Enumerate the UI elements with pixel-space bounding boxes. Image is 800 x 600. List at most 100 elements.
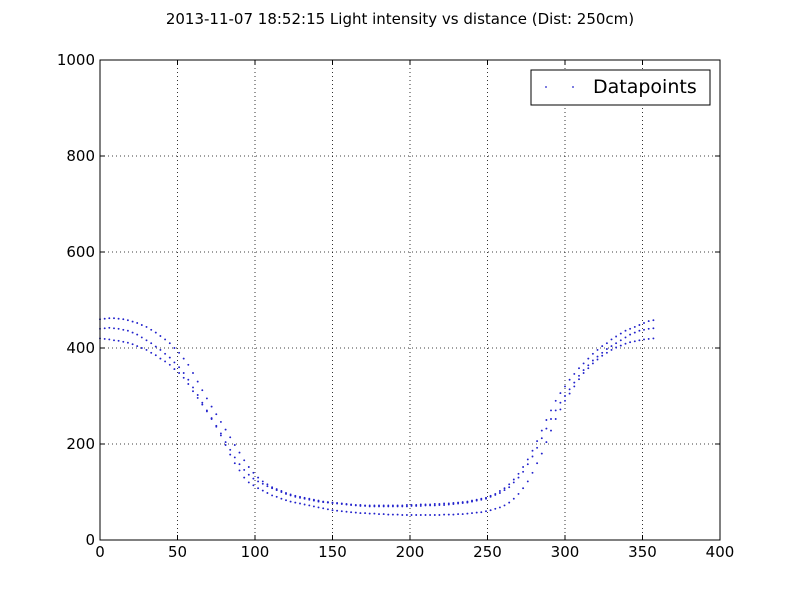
data-point: [312, 498, 315, 501]
data-point: [410, 514, 413, 516]
data-point: [550, 418, 552, 420]
data-point: [568, 388, 571, 391]
x-tick-label: 300: [551, 543, 580, 561]
x-tick-label: 150: [318, 543, 347, 561]
data-point: [573, 381, 576, 384]
data-point: [126, 329, 129, 332]
data-point: [517, 492, 520, 495]
data-point: [359, 512, 362, 515]
data-point: [424, 503, 427, 506]
data-point: [308, 504, 311, 507]
data-point: [229, 448, 232, 451]
data-point: [522, 487, 525, 490]
data-point: [294, 501, 297, 504]
data-point: [615, 335, 618, 338]
data-point: [219, 420, 222, 423]
data-point: [378, 504, 380, 507]
data-point: [624, 342, 627, 345]
data-point: [196, 394, 199, 396]
data-point: [391, 513, 394, 516]
data-point: [461, 513, 464, 516]
data-point: [647, 320, 650, 323]
data-point: [596, 358, 599, 361]
data-point: [173, 347, 176, 349]
data-point: [192, 390, 194, 393]
data-point: [257, 480, 260, 483]
data-point: [559, 408, 562, 411]
data-point: [443, 513, 446, 516]
data-point: [159, 348, 162, 351]
data-point: [419, 514, 422, 516]
data-point: [178, 351, 181, 354]
data-point: [299, 495, 301, 498]
data-point: [601, 351, 604, 354]
data-point: [126, 319, 129, 322]
data-point: [285, 492, 287, 494]
data-point: [443, 502, 446, 505]
data-point: [280, 497, 283, 500]
data-point: [145, 339, 148, 342]
data-point: [233, 456, 236, 459]
data-point: [140, 347, 143, 349]
data-point: [150, 328, 153, 331]
data-point: [443, 504, 446, 506]
data-point: [382, 513, 385, 516]
data-point: [610, 348, 613, 351]
data-point: [452, 513, 455, 516]
data-point: [201, 401, 204, 404]
data-point: [164, 360, 167, 363]
data-point: [471, 512, 473, 515]
data-point: [340, 502, 343, 505]
data-point: [447, 513, 450, 516]
data-point: [117, 327, 120, 330]
data-point: [336, 502, 339, 504]
x-tick-label: 50: [168, 543, 187, 561]
data-point: [615, 346, 618, 349]
data-point: [182, 372, 185, 374]
data-point: [578, 367, 580, 370]
data-point: [489, 494, 492, 497]
data-point: [536, 440, 539, 443]
data-point: [108, 326, 111, 329]
data-point: [368, 512, 371, 515]
data-point: [289, 493, 292, 496]
plot-frame: [99, 59, 721, 541]
data-point: [150, 351, 153, 354]
data-point: [554, 399, 557, 402]
data-point: [238, 451, 241, 454]
data-point: [154, 354, 157, 357]
data-point: [405, 504, 408, 506]
data-point: [629, 327, 632, 330]
data-point: [601, 354, 604, 357]
data-point: [433, 503, 436, 505]
x-tick-label: 100: [241, 543, 270, 561]
data-point: [271, 486, 274, 489]
data-point: [196, 396, 199, 399]
data-point: [238, 463, 241, 466]
data-point: [331, 501, 334, 504]
data-point: [452, 502, 455, 504]
data-point: [145, 325, 148, 328]
data-point: [536, 462, 539, 465]
data-points: [99, 317, 655, 516]
data-point: [554, 418, 557, 420]
data-point: [545, 427, 548, 430]
data-point: [619, 344, 622, 347]
data-point: [405, 505, 408, 508]
data-point: [512, 481, 515, 484]
data-point: [540, 429, 543, 432]
data-point: [299, 502, 301, 505]
data-point: [629, 341, 632, 344]
data-point: [605, 348, 608, 350]
data-point: [308, 497, 311, 500]
data-point: [419, 503, 422, 506]
data-point: [559, 401, 562, 404]
data-point: [387, 513, 390, 516]
data-point: [373, 512, 376, 515]
data-point: [113, 317, 115, 320]
data-point: [252, 471, 255, 474]
data-point: [643, 328, 645, 331]
data-point: [219, 434, 222, 437]
data-point: [275, 495, 278, 498]
data-point: [629, 333, 632, 336]
